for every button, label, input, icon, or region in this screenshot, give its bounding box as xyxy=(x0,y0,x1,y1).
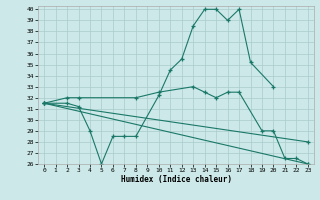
X-axis label: Humidex (Indice chaleur): Humidex (Indice chaleur) xyxy=(121,175,231,184)
